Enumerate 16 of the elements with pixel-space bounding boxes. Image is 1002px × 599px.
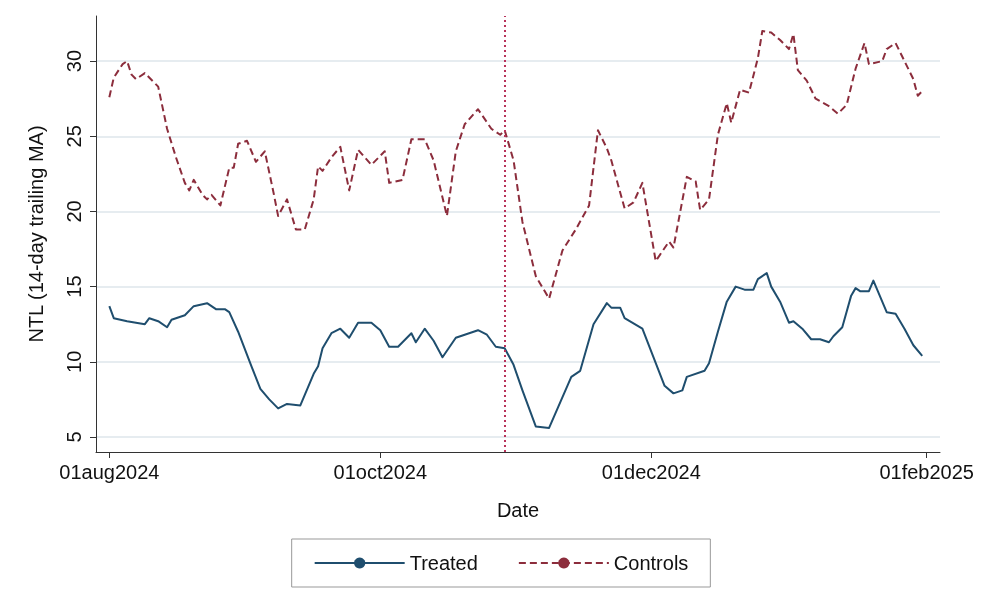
y-tick-label: 10	[63, 350, 85, 373]
x-tick-label: 01aug2024	[59, 461, 160, 483]
y-tick-label: 5	[63, 431, 85, 443]
line-series	[108, 272, 924, 429]
x-tick-label: 01dec2024	[601, 461, 701, 483]
x-tick-label: 01feb2025	[879, 461, 974, 483]
legend-label: Controls	[613, 552, 689, 574]
x-axis-title: Date	[496, 499, 540, 521]
y-tick-label: 15	[63, 275, 85, 298]
legend-label: Treated	[409, 552, 478, 574]
y-tick-label: 20	[63, 200, 85, 223]
x-tick-label: 01oct2024	[333, 461, 428, 483]
y-axis-title: NTL (14-day trailing MA)	[25, 125, 47, 343]
y-tick-label: 30	[63, 49, 85, 73]
y-tick-label: 25	[63, 125, 85, 148]
line-series	[108, 30, 924, 300]
